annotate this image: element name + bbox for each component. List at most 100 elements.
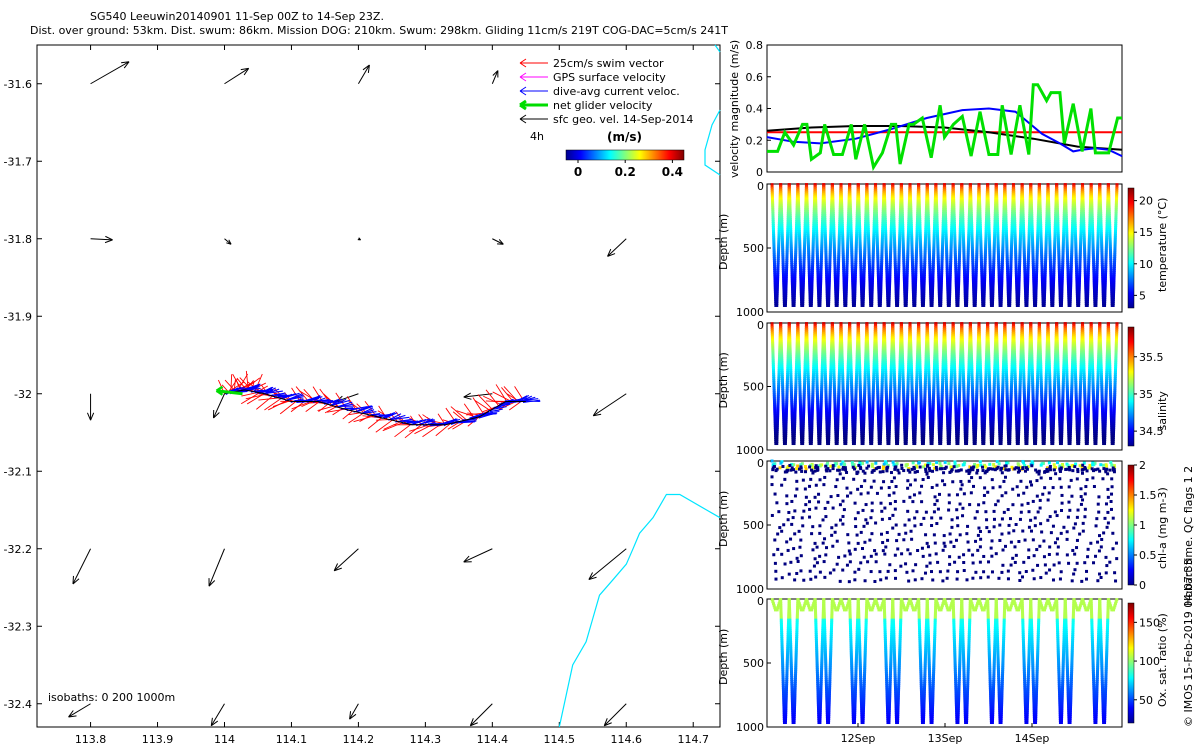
- map-ytick-label: -31.7: [4, 155, 32, 168]
- map-geo-vectors: [69, 62, 627, 726]
- map-xtick-label: 114: [214, 733, 235, 746]
- map-xtick-label: 114.3: [410, 733, 442, 746]
- profile-point: [853, 304, 856, 307]
- profile-point: [1069, 304, 1072, 307]
- map-ytick-label: -32.1: [4, 465, 32, 478]
- profile-point: [905, 304, 908, 307]
- geo-vector-head: [593, 409, 601, 416]
- profile-point: [913, 304, 916, 307]
- velocity-panel: 00.20.40.60.8 velocity magnitude (m/s): [728, 39, 1122, 179]
- map-xtick-label: 114.6: [611, 733, 643, 746]
- map-xtick-label: 114.5: [544, 733, 576, 746]
- profile-point: [879, 304, 882, 307]
- profile-point: [948, 304, 951, 307]
- profile-point: [836, 304, 839, 307]
- velocity-ytick-label: 0.6: [746, 71, 764, 84]
- coastline-line-north: [705, 45, 720, 175]
- swim-vector: [496, 384, 507, 401]
- map-ytick-label: -32.4: [4, 698, 32, 711]
- profile-point: [939, 304, 942, 307]
- geo-vector-shaft: [91, 62, 130, 84]
- map-ytick-label: -31.9: [4, 310, 32, 323]
- legend-entry: net glider velocity: [520, 99, 653, 112]
- geo-vector-shaft: [213, 394, 224, 418]
- profile-point: [1008, 304, 1011, 307]
- profile-point: [965, 304, 968, 307]
- map-frame: [37, 45, 720, 727]
- swim-vector: [475, 400, 490, 410]
- geo-vector: [350, 704, 359, 719]
- geo-vector-shaft: [589, 549, 626, 580]
- legend-label: dive-avg current veloc.: [553, 85, 680, 98]
- geo-vector: [492, 239, 503, 245]
- colorbar-label: (m/s): [607, 130, 642, 144]
- geo-vector: [213, 394, 224, 418]
- geo-vector-shaft: [69, 704, 91, 717]
- profile-point: [896, 304, 899, 307]
- geo-vector-shaft: [73, 549, 91, 584]
- legend-entry: dive-avg current veloc.: [520, 85, 680, 98]
- geo-vector-head: [350, 711, 356, 719]
- isobath-note: isobaths: 0 200 1000m: [48, 691, 175, 704]
- geo-vector-shaft: [334, 549, 358, 571]
- swim-vector: [383, 423, 403, 431]
- colorbar-tick-label: 0: [574, 165, 582, 179]
- velocity-ytick-label: 0.8: [746, 39, 764, 52]
- geo-vector-head: [358, 238, 361, 240]
- geo-vector: [209, 549, 224, 586]
- profile-point: [1043, 304, 1046, 307]
- map-xtick-label: 114.4: [477, 733, 509, 746]
- colorbar-tick-label: 0.2: [615, 165, 636, 179]
- title-line-1: SG540 Leeuwin20140901 11-Sep 00Z to 14-S…: [90, 10, 384, 23]
- map-ytick-label: -32: [14, 388, 32, 401]
- colorbar-tick-label: 0.4: [662, 165, 683, 179]
- profile-point: [862, 304, 865, 307]
- geo-vector-shaft: [224, 68, 248, 83]
- legend-entry: sfc geo. vel. 14-Sep-2014: [520, 113, 693, 126]
- map-xtick-label: 114.7: [677, 733, 709, 746]
- geo-vector-shaft: [464, 549, 493, 562]
- geo-vector: [358, 238, 361, 240]
- geo-vector: [224, 68, 248, 83]
- swim-vector: [256, 396, 272, 409]
- velocity-ytick-label: 0.2: [746, 134, 764, 147]
- profile-point: [956, 304, 959, 307]
- map-ytick-label: -32.3: [4, 620, 32, 633]
- geo-vector: [224, 239, 231, 245]
- geo-vector: [87, 394, 93, 420]
- geo-vector-head: [363, 65, 369, 73]
- profile-point: [991, 304, 994, 307]
- map-coastline: [559, 45, 720, 727]
- geo-vector-shaft: [593, 394, 626, 416]
- profile-point: [844, 304, 847, 307]
- profile-point: [818, 304, 821, 307]
- map-xtick-label: 113.9: [142, 733, 174, 746]
- geo-vector: [470, 704, 492, 726]
- geo-vector: [91, 62, 130, 84]
- legend-label: 25cm/s swim vector: [553, 57, 664, 70]
- legend-entry: 25cm/s swim vector: [520, 57, 664, 70]
- profile-point: [801, 304, 804, 307]
- map-xtick-label: 113.8: [75, 733, 107, 746]
- profile-point: [1034, 304, 1037, 307]
- profile-point: [827, 304, 830, 307]
- profile-point: [870, 304, 873, 307]
- title-line-2: Dist. over ground: 53km. Dist. swum: 86k…: [30, 24, 728, 37]
- legend-interval: 4h: [530, 130, 544, 143]
- swim-vector: [349, 413, 364, 423]
- geo-vector: [492, 71, 498, 84]
- profile-point: [922, 304, 925, 307]
- profile-point: [1000, 304, 1003, 307]
- geo-vector-head: [211, 718, 217, 726]
- geo-vector: [334, 549, 358, 571]
- profile-point: [810, 304, 813, 307]
- velocity-ylabel: velocity magnitude (m/s): [728, 40, 741, 178]
- coastline-line: [559, 495, 720, 728]
- profile-point: [784, 304, 787, 307]
- profile-point: [793, 304, 796, 307]
- legend-label: sfc geo. vel. 14-Sep-2014: [553, 113, 693, 126]
- swim-vector: [384, 422, 400, 429]
